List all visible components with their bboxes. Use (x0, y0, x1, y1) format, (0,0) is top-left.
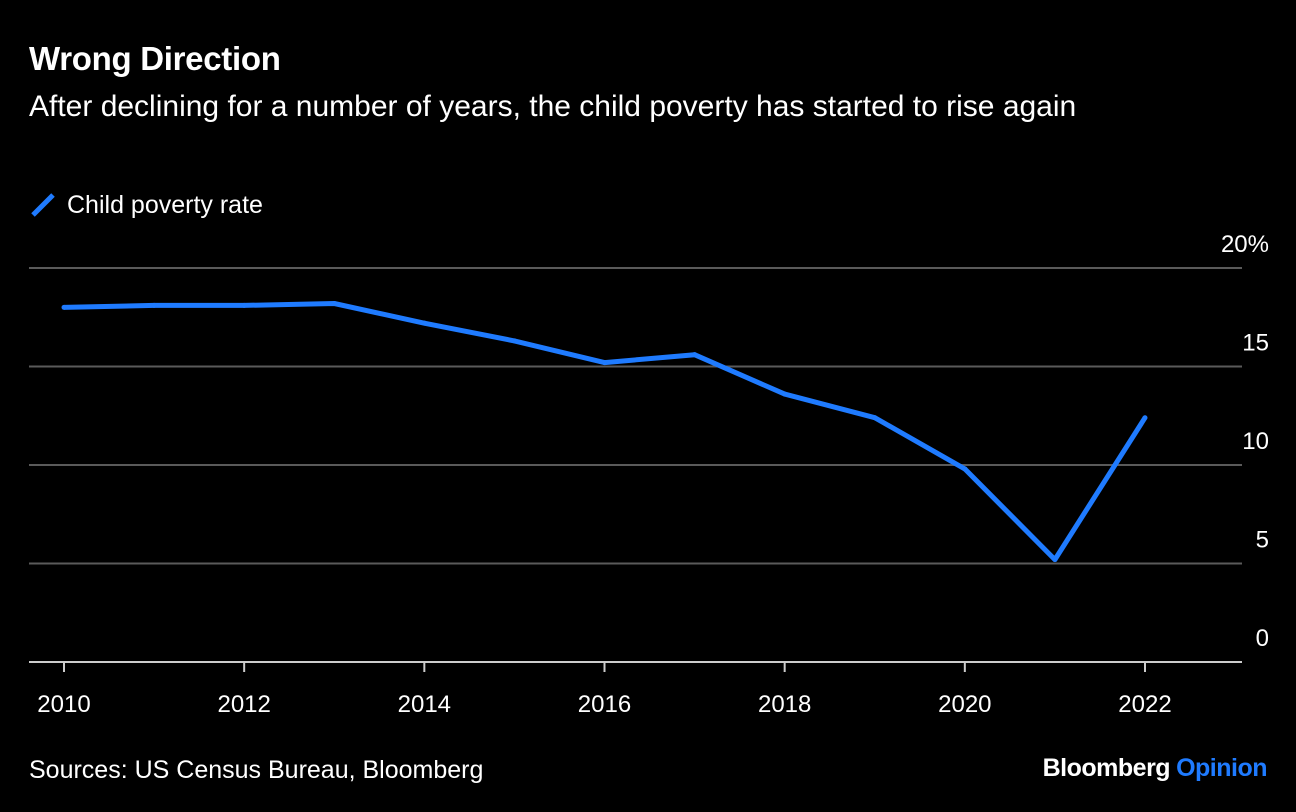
legend-label: Child poverty rate (67, 190, 263, 219)
y-tick-label: 5 (1256, 527, 1269, 554)
data-point (1052, 557, 1058, 563)
data-point (421, 320, 427, 326)
x-tick-label: 2010 (37, 691, 90, 718)
data-point (692, 352, 698, 358)
data-point (782, 391, 788, 397)
data-point (962, 466, 968, 472)
data-point (602, 360, 607, 366)
y-tick-label: 10 (1242, 428, 1269, 455)
x-tick-label: 2020 (938, 691, 991, 718)
data-point (61, 304, 67, 310)
chart-title: Wrong Direction (29, 40, 281, 77)
series-line (63, 301, 1148, 563)
chart-subtitle: After declining for a number of years, t… (29, 90, 1077, 123)
legend: Child poverty rate (29, 190, 263, 220)
brand-section: Opinion (1176, 754, 1267, 782)
y-tick-label: 20% (1221, 231, 1269, 258)
data-point (241, 302, 247, 308)
x-tick-label: 2018 (758, 691, 811, 718)
y-tick-label: 0 (1256, 625, 1269, 652)
source-note: Sources: US Census Bureau, Bloomberg (29, 756, 484, 784)
x-tick-label: 2012 (217, 691, 270, 718)
data-point (1142, 415, 1148, 421)
x-tick-label: 2022 (1118, 691, 1171, 718)
data-point (331, 300, 337, 306)
brand-logo: Bloomberg Opinion (1042, 754, 1268, 783)
legend-line-icon (31, 193, 55, 217)
data-point (511, 338, 517, 344)
x-tick-label: 2014 (398, 691, 451, 718)
data-point (872, 415, 878, 421)
x-tick-label: 2016 (578, 691, 631, 718)
y-tick-label: 15 (1242, 330, 1269, 357)
data-point (151, 302, 157, 308)
brand-name: Bloomberg (1042, 754, 1171, 782)
